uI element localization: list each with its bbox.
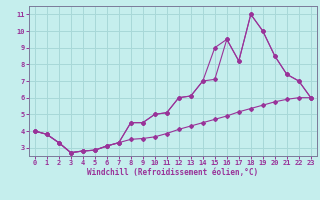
X-axis label: Windchill (Refroidissement éolien,°C): Windchill (Refroidissement éolien,°C) bbox=[87, 168, 258, 177]
